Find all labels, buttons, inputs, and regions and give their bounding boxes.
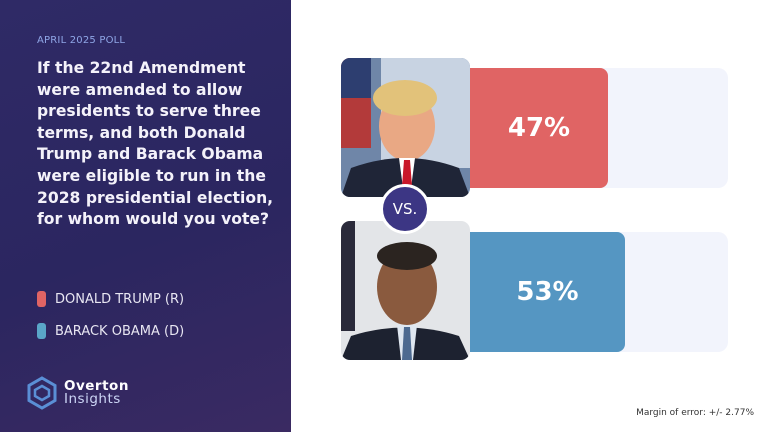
overton-insights-logo: Overton Insights (26, 376, 129, 410)
logo-line1: Overton (64, 378, 129, 394)
hexagon-logo-icon (27, 376, 57, 410)
obama-bar: 53% (470, 232, 625, 352)
obama-value-label: 53% (516, 277, 579, 307)
trump-photo (341, 58, 470, 197)
trump-bar: 47% (470, 68, 608, 188)
legend-label: DONALD TRUMP (R) (55, 291, 185, 307)
legend-item-obama: BARACK OBAMA (D) (37, 323, 184, 339)
trump-bar-track: 47% (470, 68, 728, 188)
poll-label: APRIL 2025 POLL (37, 35, 126, 46)
poll-question: If the 22nd Amendment were amended to al… (37, 59, 274, 229)
logo-line2: Insights (64, 391, 121, 407)
obama-photo (341, 221, 470, 360)
legend-swatch-red (37, 291, 46, 307)
vs-badge: VS. (380, 184, 430, 234)
legend-label: BARACK OBAMA (D) (55, 323, 185, 339)
left-panel: APRIL 2025 POLL If the 22nd Amendment we… (0, 0, 291, 432)
obama-bar-track: 53% (470, 232, 728, 352)
margin-of-error: Margin of error: +/- 2.77% (636, 408, 754, 418)
trump-value-label: 47% (507, 113, 571, 143)
legend-item-trump: DONALD TRUMP (R) (37, 291, 184, 307)
legend-swatch-blue (37, 323, 46, 339)
